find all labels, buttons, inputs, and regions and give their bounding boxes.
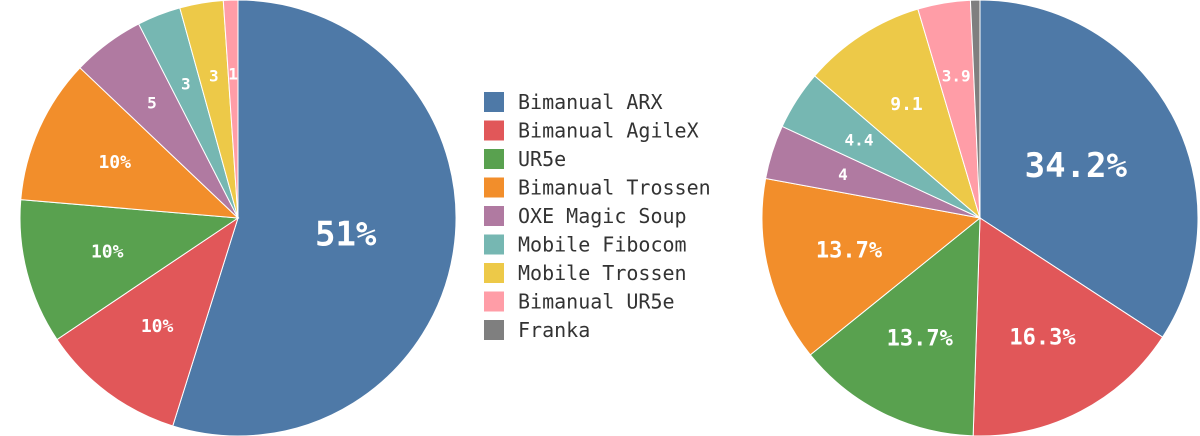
legend-label-bimanual-arx: Bimanual ARX: [518, 90, 663, 114]
legend-swatch-mobile-trossen: [484, 263, 504, 283]
legend-label-ur5e: UR5e: [518, 147, 566, 171]
legend-label-bimanual-trossen: Bimanual Trossen: [518, 176, 711, 200]
legend-swatch-franka: [484, 320, 504, 340]
pie-right-label-bimanual-ur5e: 3.9: [942, 67, 971, 86]
pie-right-slice-ur5e: [809, 216, 981, 436]
legend: Bimanual ARX Bimanual AgileX UR5e Bimanual …: [484, 90, 711, 342]
pie-left-label-bimanual-agilex: 10%: [141, 316, 174, 337]
pie-left-label-bimanual-ur5e: 1: [228, 65, 238, 84]
pie-right-slice-bimanual-agilex: [972, 217, 1164, 436]
pie-right-label-mobile-fibocom: 4.4: [845, 131, 874, 150]
pie-left-slice-bimanual-agilex: [56, 216, 239, 427]
pie-left-label-ur5e: 10%: [91, 241, 124, 262]
legend-label-oxe-magic-soup: OXE Magic Soup: [518, 204, 687, 228]
pie-right-slice-mobile-trossen: [813, 8, 981, 220]
legend-swatch-mobile-fibocom: [484, 234, 504, 255]
legend-swatch-bimanual-trossen: [484, 177, 504, 198]
legend-label-mobile-trossen: Mobile Trossen: [518, 261, 687, 285]
legend-swatch-bimanual-arx: [484, 92, 504, 112]
legend-label-franka: Franka: [518, 318, 590, 342]
legend-swatch-bimanual-agilex: [484, 120, 504, 141]
pie-right-label-bimanual-trossen: 13.7%: [816, 239, 883, 264]
pie-right-label-mobile-trossen: 9.1: [890, 94, 923, 115]
pie-right-label-bimanual-agilex: 16.3%: [1009, 325, 1076, 350]
pie-chart-left: 51%10%10%10%53 3 1: [19, 0, 457, 436]
pie-left-slice-ur5e: [19, 199, 240, 341]
pie-left-label-bimanual-arx: 51%: [315, 215, 377, 255]
pie-left-label-oxe-magic-soup: 5: [147, 93, 157, 112]
pie-left-slice-bimanual-trossen: [20, 67, 240, 219]
legend-swatch-oxe-magic-soup: [484, 206, 504, 226]
pie-left-slice-bimanual-ur5e: [222, 0, 239, 219]
legend-label-mobile-fibocom: Mobile Fibocom: [518, 233, 687, 257]
legend-label-bimanual-agilex: Bimanual AgileX: [518, 119, 699, 143]
legend-swatch-ur5e: [484, 149, 504, 169]
pie-right-label-oxe-magic-soup: 4: [838, 165, 848, 184]
pie-right-slice-bimanual-arx: [979, 0, 1199, 338]
legend-label-bimanual-ur5e: Bimanual UR5e: [518, 290, 675, 314]
pie-left-slice-bimanual-arx: [172, 0, 457, 436]
pie-left-label-bimanual-trossen: 10%: [98, 152, 131, 173]
pie-right-label-bimanual-arx: 34.2%: [1025, 146, 1128, 186]
legend-swatch-bimanual-ur5e: [484, 291, 504, 312]
pie-right-slice-bimanual-trossen: [761, 177, 982, 356]
pie-chart-right: 34.2% 16.3% 13.7% 13.7% 4 4.4 9.1 3.9: [761, 0, 1199, 436]
pie-left-label-mobile-fibocom: 3: [181, 74, 191, 93]
pie-right-label-ur5e: 13.7%: [887, 327, 954, 352]
pie-right-slice-franka: [969, 0, 981, 219]
pie-left-label-mobile-trossen: 3: [209, 67, 219, 86]
